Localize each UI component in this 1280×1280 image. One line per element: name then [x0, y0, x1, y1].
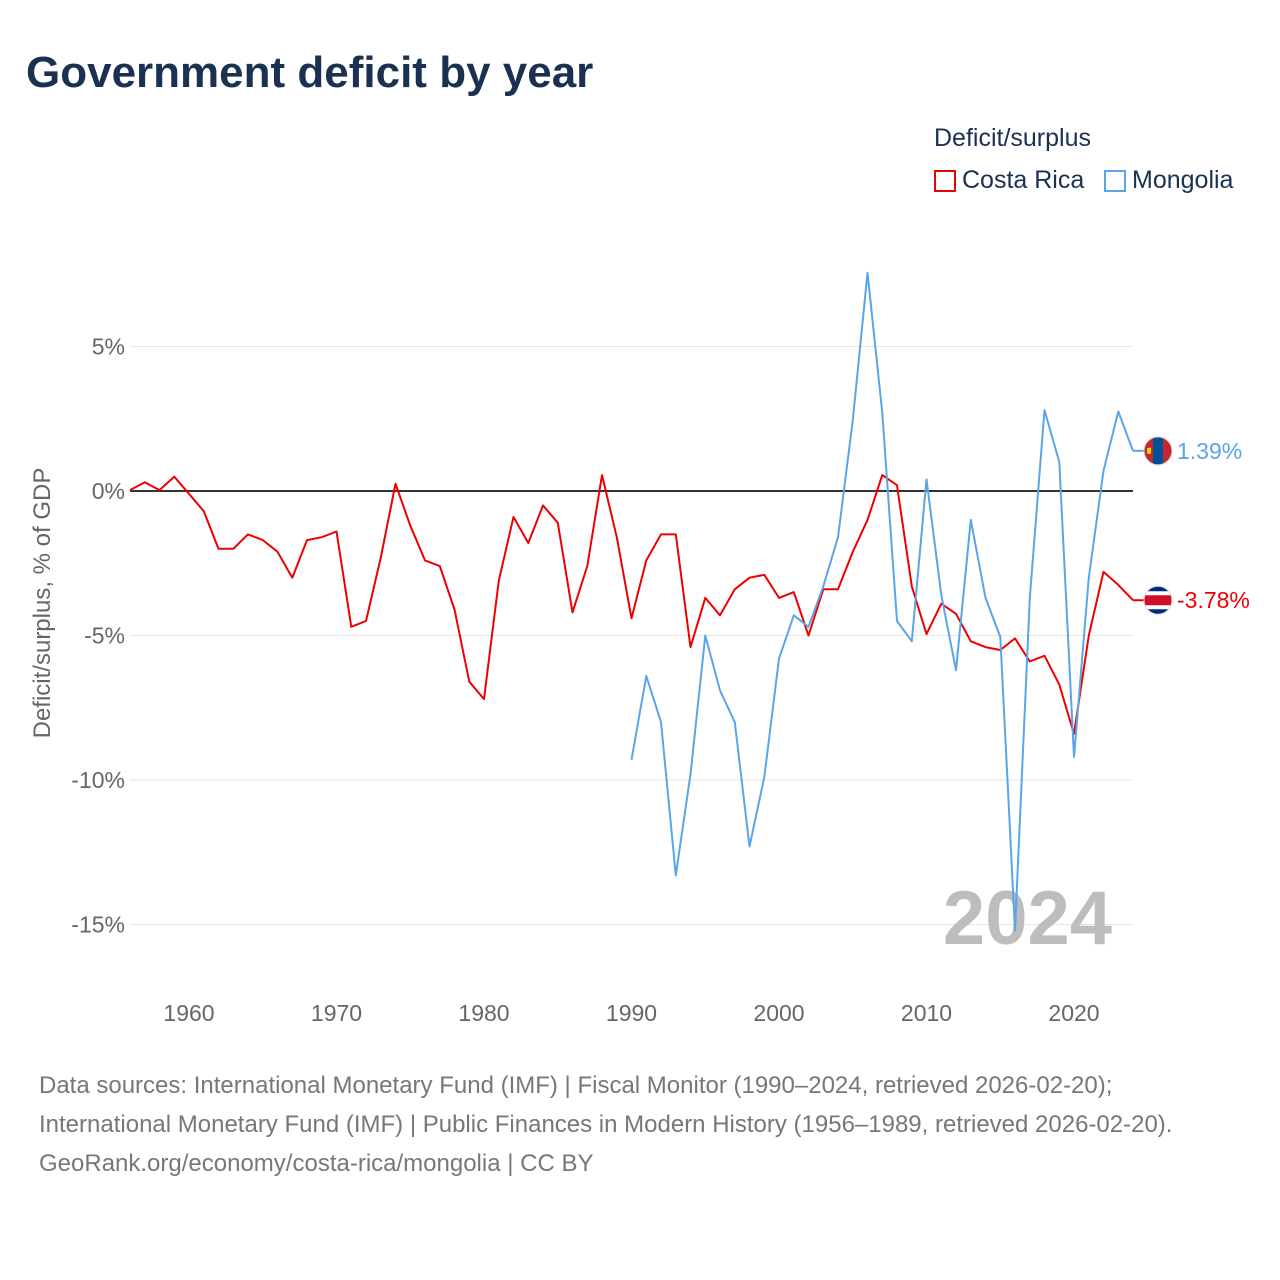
- series-line-mongolia[interactable]: [630, 271, 1134, 932]
- x-tick-label: 2000: [753, 1000, 804, 1026]
- y-tick-label: -15%: [71, 912, 125, 938]
- legend-label: Mongolia: [1132, 166, 1234, 194]
- legend-item-costa-rica[interactable]: Costa Rica: [934, 166, 1084, 195]
- y-axis-label: Deficit/surplus, % of GDP: [29, 468, 56, 739]
- x-tick-label: 1960: [163, 1000, 214, 1026]
- legend-label: Costa Rica: [962, 166, 1085, 194]
- data-sources: Data sources: International Monetary Fun…: [39, 1072, 1173, 1138]
- x-tick-label: 1970: [311, 1000, 362, 1026]
- y-tick-label: -10%: [71, 767, 125, 793]
- mongolia-flag-icon: [1143, 436, 1173, 466]
- legend-item-mongolia[interactable]: Mongolia: [1104, 166, 1233, 195]
- footer: Data sources: International Monetary Fun…: [39, 1066, 1239, 1183]
- y-tick-label: 5%: [92, 334, 125, 360]
- page-title: Government deficit by year: [26, 48, 594, 97]
- y-tick-label: 0%: [92, 478, 125, 504]
- costa-rica-flag-icon: [1143, 585, 1173, 615]
- end-value-label: 1.39%: [1177, 438, 1242, 464]
- legend-swatch: [934, 169, 956, 192]
- x-tick-label: 1990: [606, 1000, 657, 1026]
- x-tick-label: 2010: [901, 1000, 952, 1026]
- watermark-year: 2024: [943, 876, 1112, 961]
- legend-title: Deficit/surplus: [934, 124, 1091, 152]
- end-value-label: -3.78%: [1177, 587, 1250, 613]
- legend-swatch: [1104, 169, 1126, 192]
- x-tick-label: 2020: [1048, 1000, 1099, 1026]
- series-line-costa-rica[interactable]: [129, 474, 1134, 735]
- y-tick-label: -5%: [84, 623, 125, 649]
- credit-link[interactable]: GeoRank.org/economy/costa-rica/mongolia …: [39, 1150, 594, 1177]
- x-tick-label: 1980: [458, 1000, 509, 1026]
